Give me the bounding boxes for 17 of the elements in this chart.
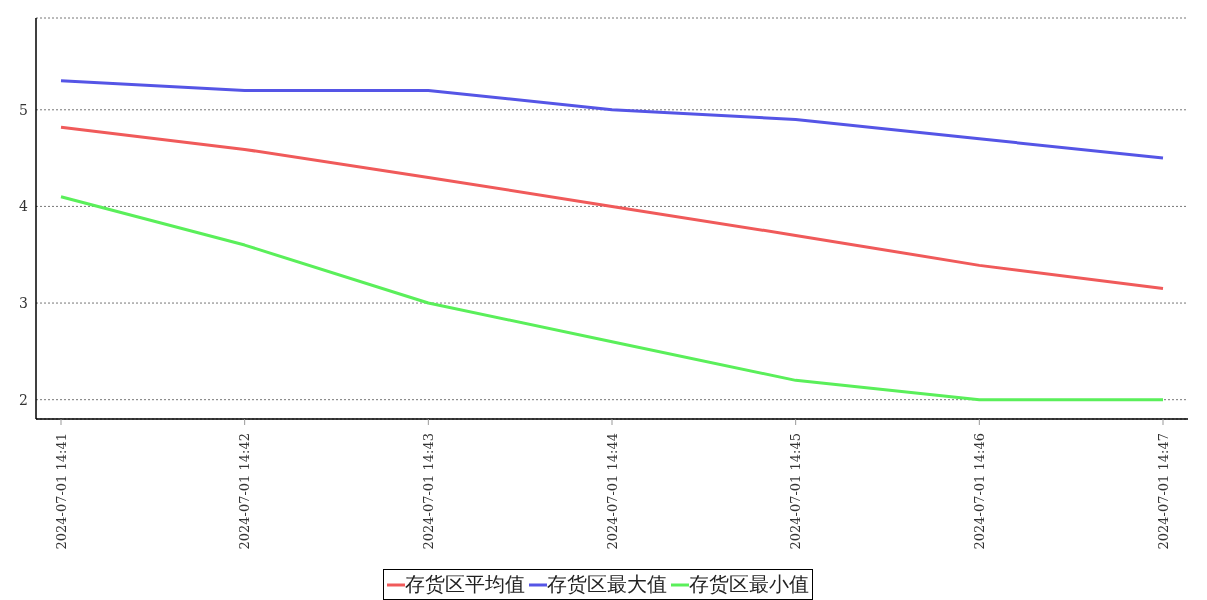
x-tick-label: 2024-07-01 14:41 (53, 433, 69, 550)
x-tick-label: 2024-07-01 14:47 (1155, 433, 1171, 550)
x-tick-label: 2024-07-01 14:42 (237, 433, 253, 550)
line-series (59, 125, 1165, 291)
legend-label: 存货区最小值 (689, 572, 809, 596)
x-tick-label: 2024-07-01 14:45 (788, 433, 804, 550)
y-tick-label: 4 (19, 198, 29, 215)
x-tick-label: 2024-07-01 14:44 (604, 433, 620, 550)
x-tick-label: 2024-07-01 14:46 (971, 433, 987, 550)
legend-label: 存货区平均值 (405, 572, 525, 596)
line-series (59, 79, 1165, 160)
legend-label: 存货区最大值 (547, 572, 667, 596)
y-tick-label: 5 (19, 101, 28, 118)
y-tick-label: 2 (19, 391, 28, 408)
line-series (59, 195, 1165, 402)
y-tick-label: 3 (19, 295, 28, 312)
x-tick-label: 2024-07-01 14:43 (420, 433, 436, 550)
